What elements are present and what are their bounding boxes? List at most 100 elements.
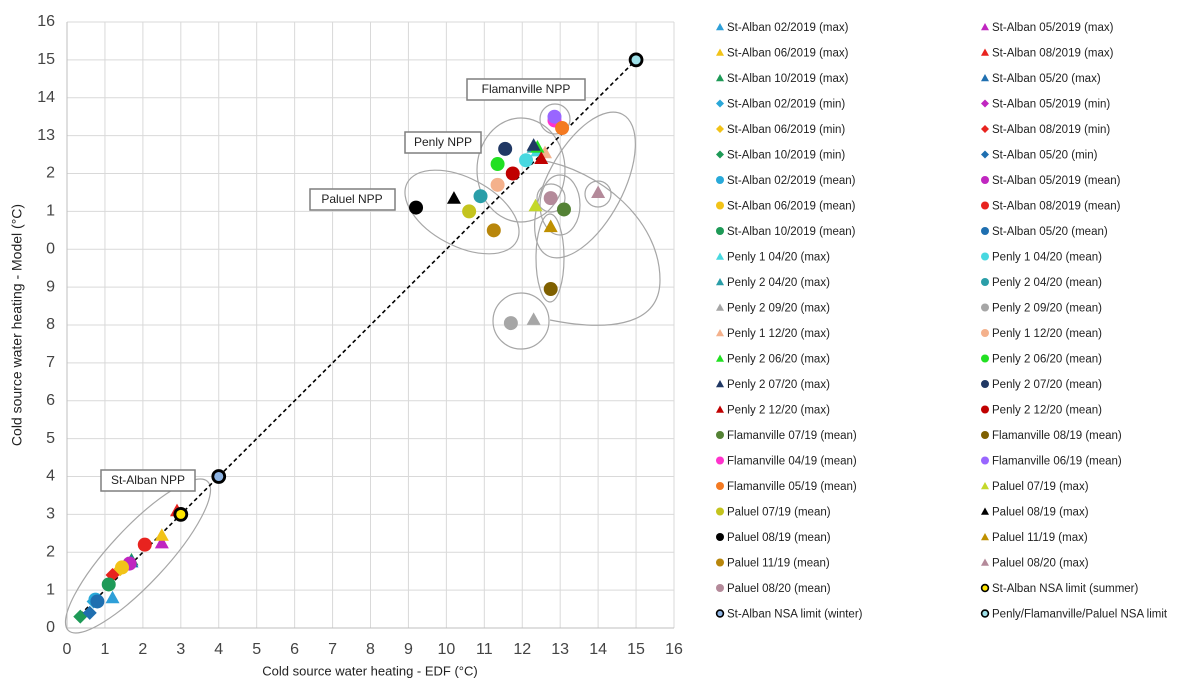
legend-marker	[716, 176, 724, 184]
outline	[534, 111, 636, 259]
legend-label: Flamanville 06/19 (mean)	[992, 456, 1122, 468]
legend-label: Penly 2 07/20 (max)	[727, 379, 830, 391]
outline	[539, 174, 581, 236]
x-tick-label: 4	[214, 641, 223, 658]
legend-label: Paluel 11/19 (mean)	[727, 558, 830, 570]
y-tick-label: 0	[46, 240, 55, 257]
legend-marker	[981, 48, 989, 56]
legend-label: Penly 2 12/20 (mean)	[992, 405, 1102, 417]
point	[534, 151, 549, 164]
label-box	[309, 188, 396, 211]
legend-marker	[716, 482, 724, 490]
legend-label: St-Alban 06/2019 (max)	[727, 48, 849, 60]
outline	[539, 159, 661, 326]
legend-label: St-Alban 02/2019 (mean)	[727, 175, 856, 187]
x-tick-label: 6	[290, 641, 299, 658]
legend-marker	[716, 150, 724, 159]
legend-label: St-Alban 05/2019 (max)	[992, 22, 1114, 34]
label-box	[100, 469, 196, 492]
legend-label: Penly 2 04/20 (mean)	[992, 277, 1102, 289]
y-tick-label: 7	[46, 354, 55, 371]
point	[82, 605, 97, 620]
y-tick-label: 2	[46, 165, 55, 182]
legend-label: Paluel 08/19 (mean)	[727, 532, 831, 544]
legend-marker	[981, 303, 989, 312]
legend-marker	[716, 278, 724, 286]
legend-marker	[715, 609, 725, 618]
outline	[476, 117, 566, 223]
x-tick-label: 3	[176, 641, 185, 658]
legend-marker	[716, 99, 724, 108]
point	[115, 560, 130, 575]
legend-label: St-Alban 08/2019 (min)	[992, 124, 1110, 136]
x-tick-label: 12	[513, 641, 531, 658]
legend-marker	[716, 252, 724, 260]
legend-label: St-Alban 05/20 (min)	[992, 150, 1098, 162]
point	[498, 141, 513, 156]
point	[490, 157, 505, 172]
point	[556, 202, 571, 217]
outline	[539, 103, 571, 135]
y-tick-label: 15	[37, 51, 55, 68]
legend-marker	[716, 533, 724, 541]
annotation: Flamanville NPP	[482, 82, 571, 96]
point	[505, 166, 520, 181]
legend-marker	[981, 99, 989, 108]
grid	[66, 21, 675, 629]
legend-label: St-Alban 10/2019 (max)	[727, 73, 849, 85]
legend-marker	[980, 609, 990, 618]
x-tick-label: 7	[328, 641, 337, 658]
legend-label: Flamanville 08/19 (mean)	[992, 430, 1122, 442]
legend-label: Penly 2 12/20 (max)	[727, 405, 830, 417]
x-tick-label: 1	[100, 641, 109, 658]
point	[101, 577, 116, 592]
legend-marker	[716, 329, 724, 337]
x-tick-label: 11	[476, 641, 493, 658]
legend-label: St-Alban 06/2019 (min)	[727, 124, 845, 136]
legend-marker	[716, 584, 724, 592]
point	[543, 219, 558, 233]
annotation: Penly NPP	[414, 135, 472, 149]
point	[473, 189, 488, 204]
legend-marker	[716, 48, 724, 56]
legend-marker	[980, 583, 990, 593]
point	[543, 191, 558, 206]
y-tick-label: 1	[46, 581, 55, 598]
x-tick-label: 2	[138, 641, 147, 658]
point	[628, 52, 644, 68]
legend-marker	[981, 125, 989, 133]
x-tick-label: 14	[589, 641, 607, 658]
legend-label: Paluel 08/20 (mean)	[727, 583, 831, 595]
x-tick-label: 10	[437, 641, 455, 658]
group-labels: St-Alban NPP Paluel NPP Penly NPP Flaman…	[100, 78, 586, 492]
outline	[535, 213, 565, 303]
legend-label: Paluel 07/19 (max)	[992, 481, 1089, 493]
legend-marker	[981, 405, 989, 414]
legend-marker	[716, 507, 724, 516]
legend-label: St-Alban 05/20 (max)	[992, 73, 1101, 85]
legend-label: St-Alban 10/2019 (min)	[727, 150, 845, 162]
legend-marker	[981, 329, 989, 337]
annotation: Paluel NPP	[321, 192, 382, 206]
y-tick-label: 5	[46, 430, 55, 447]
point	[105, 590, 120, 604]
legend-marker	[716, 354, 724, 362]
legend-marker	[981, 533, 989, 541]
legend-label: St-Alban 08/2019 (mean)	[992, 201, 1121, 213]
label-box	[404, 131, 482, 154]
y-tick-label: 13	[37, 127, 55, 144]
legend-label: St-Alban 05/2019 (mean)	[992, 175, 1121, 187]
point	[137, 537, 152, 552]
legend-marker	[716, 431, 724, 439]
legend-marker	[981, 252, 989, 261]
legend-label: St-Alban 02/2019 (max)	[727, 22, 849, 34]
legend-marker	[716, 558, 724, 567]
legend-label: Paluel 08/20 (max)	[992, 558, 1089, 570]
legend-label: Flamanville 04/19 (mean)	[727, 456, 857, 468]
legend-marker	[981, 227, 989, 235]
legend-label: Penly 1 12/20 (mean)	[992, 328, 1102, 340]
legend-marker	[716, 380, 724, 388]
legend-marker	[981, 558, 989, 566]
label-box	[466, 78, 586, 101]
legend-marker	[981, 354, 989, 363]
